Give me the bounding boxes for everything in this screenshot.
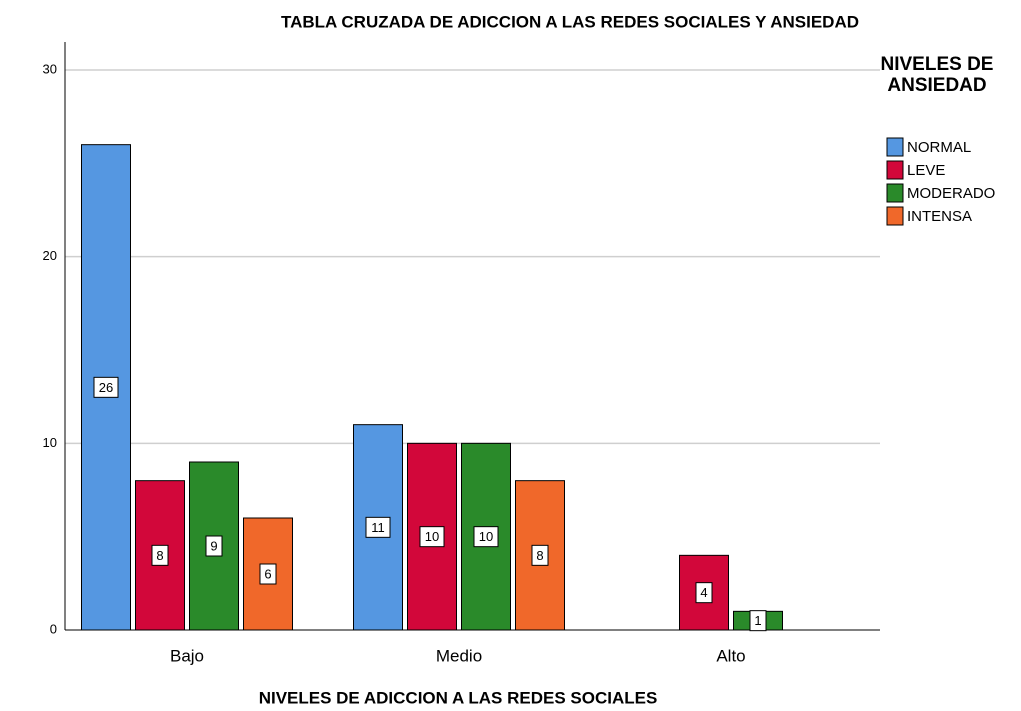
y-tick-label: 20 [43,248,57,263]
x-tick-label: Alto [716,646,745,665]
legend-label: MODERADO [907,185,995,202]
data-label: 6 [264,566,271,581]
data-label-box [205,535,223,557]
data-label: 11 [371,520,385,535]
data-label-box [531,544,549,566]
x-axis-title: NIVELES DE ADICCION A LAS REDES SOCIALES [259,688,658,707]
y-tick-label: 10 [43,435,57,450]
data-label-box [695,582,713,604]
legend-label: LEVE [907,162,945,179]
x-tick-label: Medio [436,646,482,665]
legend-swatch [886,183,904,203]
data-label: 8 [536,548,543,563]
data-label-box [365,516,391,538]
data-label: 8 [156,548,163,563]
legend-label: INTENSA [907,208,972,225]
legend-label: NORMAL [907,139,971,156]
data-label: 10 [425,529,439,544]
legend-title: NIVELES DE ANSIEDAD [880,54,994,96]
chart-title: TABLA CRUZADA DE ADICCION A LAS REDES SO… [281,12,859,31]
data-label-box [473,526,499,548]
data-label-box [419,526,445,548]
data-label-box [151,544,169,566]
data-label: 4 [700,585,707,600]
data-label-box [749,610,767,632]
data-label: 10 [479,529,493,544]
data-label: 9 [210,538,217,553]
x-tick-label: Bajo [170,646,204,665]
data-label: 26 [99,380,113,395]
y-tick-label: 0 [50,621,57,636]
data-label: 1 [754,613,761,628]
legend-swatch [886,160,904,180]
y-tick-label: 30 [43,61,57,76]
legend-swatch [886,206,904,226]
bar [515,480,565,631]
data-label-box [93,376,119,398]
data-label-box [259,563,277,585]
legend-swatch [886,137,904,157]
